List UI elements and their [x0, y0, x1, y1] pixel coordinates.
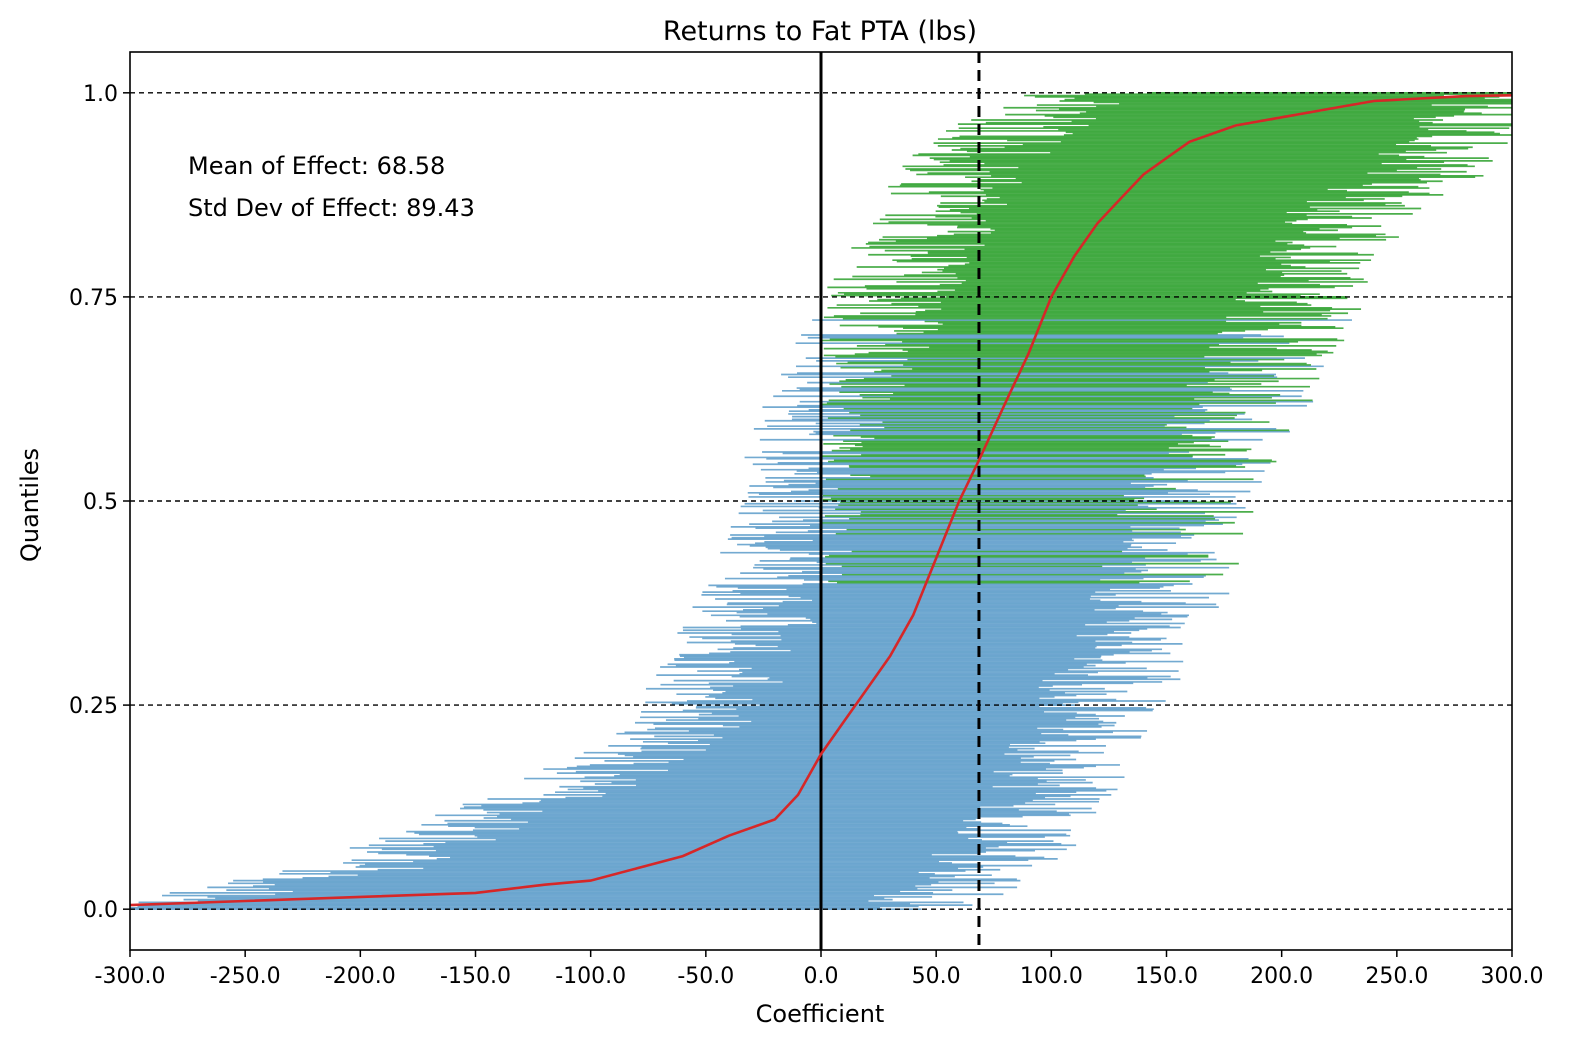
quantile-curve-line — [130, 94, 1512, 907]
x-axis-label: Coefficient — [756, 1000, 885, 1028]
x-axis-ticks: -300.0 -250.0 -200.0 -150.0 -100.0 -50.0 0.0 50… — [95, 950, 1544, 989]
std-dev-annotation: Std Dev of Effect: 89.43 — [188, 194, 475, 222]
x-tick-label: 0.0 — [804, 964, 839, 989]
reference-lines — [819, 52, 981, 950]
y-tick-label: 0.5 — [83, 490, 118, 515]
quantile-curve — [130, 94, 1512, 907]
x-tick-label: 150.0 — [1135, 964, 1198, 989]
x-tick-label: -250.0 — [210, 964, 281, 989]
x-tick-label: 300.0 — [1481, 964, 1544, 989]
y-tick-label: 0.0 — [83, 898, 118, 923]
x-tick-label: 200.0 — [1250, 964, 1313, 989]
mean-annotation: Mean of Effect: 68.58 — [188, 152, 445, 180]
x-tick-label: -150.0 — [440, 964, 511, 989]
y-axis-ticks: 0.0 0.25 0.5 0.75 1.0 — [69, 82, 130, 923]
x-tick-label: -300.0 — [95, 964, 166, 989]
chart-title: Returns to Fat PTA (lbs) — [663, 16, 977, 47]
x-tick-label: 50.0 — [912, 964, 961, 989]
y-tick-label: 1.0 — [83, 82, 118, 107]
x-tick-label: -50.0 — [677, 964, 734, 989]
x-tick-label: 100.0 — [1020, 964, 1083, 989]
y-tick-label: 0.75 — [69, 286, 118, 311]
y-axis-label: Quantiles — [16, 448, 44, 562]
x-tick-label: -100.0 — [555, 964, 626, 989]
y-tick-label: 0.25 — [69, 694, 118, 719]
x-tick-label: 250.0 — [1365, 964, 1428, 989]
x-tick-label: -200.0 — [325, 964, 396, 989]
